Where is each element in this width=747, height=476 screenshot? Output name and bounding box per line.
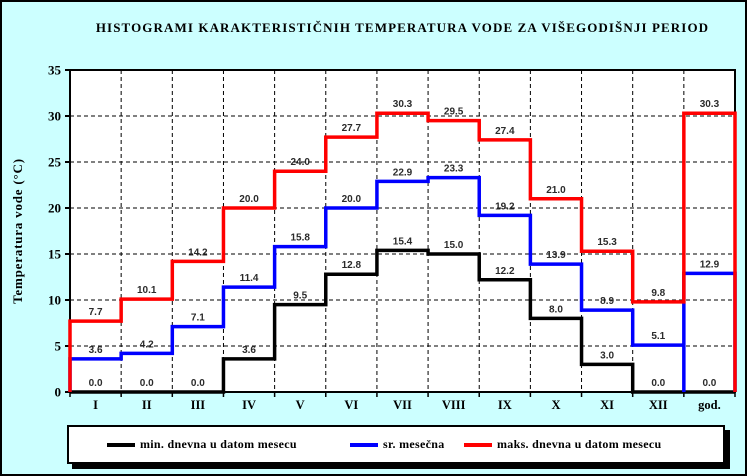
- value-label: 19.2: [495, 201, 515, 212]
- value-label: 8.0: [549, 304, 563, 315]
- value-label: 13.9: [546, 250, 566, 261]
- legend: min. dnevna u datom mesecu sr. mesečna m…: [67, 425, 725, 464]
- value-label: 0.0: [89, 378, 103, 389]
- value-label: 0.0: [651, 378, 665, 389]
- value-label: 10.1: [137, 285, 157, 296]
- series-line-2: [68, 111, 737, 392]
- value-label: 20.0: [342, 194, 362, 205]
- legend-label-avg: sr. mesečna: [383, 437, 445, 451]
- y-tick-label: 10: [48, 293, 61, 308]
- value-label: 12.9: [700, 259, 720, 270]
- plot-area: [69, 69, 736, 393]
- y-tick-label: 15: [48, 247, 62, 262]
- x-tick-label: III: [191, 398, 206, 412]
- value-label: 0.0: [140, 378, 154, 389]
- series-line-1: [68, 175, 737, 392]
- legend-item-min: min. dnevna u datom mesecu: [107, 427, 297, 462]
- value-label: 15.3: [597, 237, 617, 248]
- value-label: 8.9: [600, 296, 614, 307]
- value-label: 5.1: [651, 331, 665, 342]
- x-tick-label: VII: [393, 398, 412, 412]
- y-tick-label: 30: [48, 109, 61, 124]
- legend-item-avg: sr. mesečna: [350, 427, 445, 462]
- value-label: 3.6: [242, 345, 256, 356]
- value-label: 30.3: [700, 99, 720, 110]
- value-label: 15.0: [444, 240, 464, 251]
- value-label: 7.1: [191, 313, 205, 324]
- value-label: 27.4: [495, 126, 515, 137]
- x-tick-label: I: [93, 398, 98, 412]
- value-label: 23.3: [444, 164, 464, 175]
- x-tick-label: IX: [498, 398, 512, 412]
- value-label: 22.9: [393, 167, 413, 178]
- avg-series-line-swatch: [350, 442, 378, 447]
- value-label: 0.0: [702, 378, 716, 389]
- legend-label-min: min. dnevna u datom mesecu: [140, 437, 297, 451]
- chart-title: HISTOGRAMI KARAKTERISTIČNIH TEMPERATURA …: [95, 20, 710, 35]
- value-label: 20.0: [239, 194, 259, 205]
- value-label: 7.7: [89, 307, 103, 318]
- value-label: 12.8: [342, 260, 362, 271]
- x-tick-label: god.: [698, 398, 721, 412]
- x-tick-label: V: [296, 398, 305, 412]
- y-tick-label: 25: [48, 155, 62, 170]
- y-tick-label: 35: [48, 63, 62, 78]
- x-tick-label: IV: [242, 398, 256, 412]
- min-series-line-swatch: [107, 442, 135, 447]
- value-label: 15.8: [290, 233, 310, 244]
- x-tick-label: II: [142, 398, 152, 412]
- value-label: 21.0: [546, 185, 566, 196]
- x-tick-label: X: [551, 398, 560, 412]
- value-label: 15.4: [393, 236, 413, 247]
- value-label: 14.2: [188, 247, 208, 258]
- y-tick-label: 5: [55, 339, 62, 354]
- series-line-0: [70, 248, 735, 394]
- value-label: 4.2: [140, 339, 154, 350]
- x-tick-label: VI: [344, 398, 358, 412]
- value-label: 11.4: [240, 273, 259, 284]
- y-tick-label: 20: [48, 201, 61, 216]
- legend-label-max: maks. dnevna u datom mesecu: [497, 437, 662, 451]
- value-label: 3.0: [600, 350, 614, 361]
- value-label: 27.7: [342, 123, 362, 134]
- value-label: 9.8: [651, 288, 665, 299]
- x-tick-label: XII: [649, 398, 668, 412]
- value-label: 12.2: [495, 266, 515, 277]
- value-label: 9.5: [293, 291, 307, 302]
- value-label: 0.0: [191, 378, 205, 389]
- x-tick-label: VIII: [442, 398, 466, 412]
- value-label: 24.0: [290, 157, 310, 168]
- value-label: 29.5: [444, 107, 464, 118]
- max-series-line-swatch: [464, 442, 492, 447]
- value-label: 3.6: [89, 345, 103, 356]
- value-label: 30.3: [393, 99, 413, 110]
- legend-item-max: maks. dnevna u datom mesecu: [464, 427, 661, 462]
- x-tick-label: XI: [600, 398, 614, 412]
- y-tick-label: 0: [55, 385, 62, 400]
